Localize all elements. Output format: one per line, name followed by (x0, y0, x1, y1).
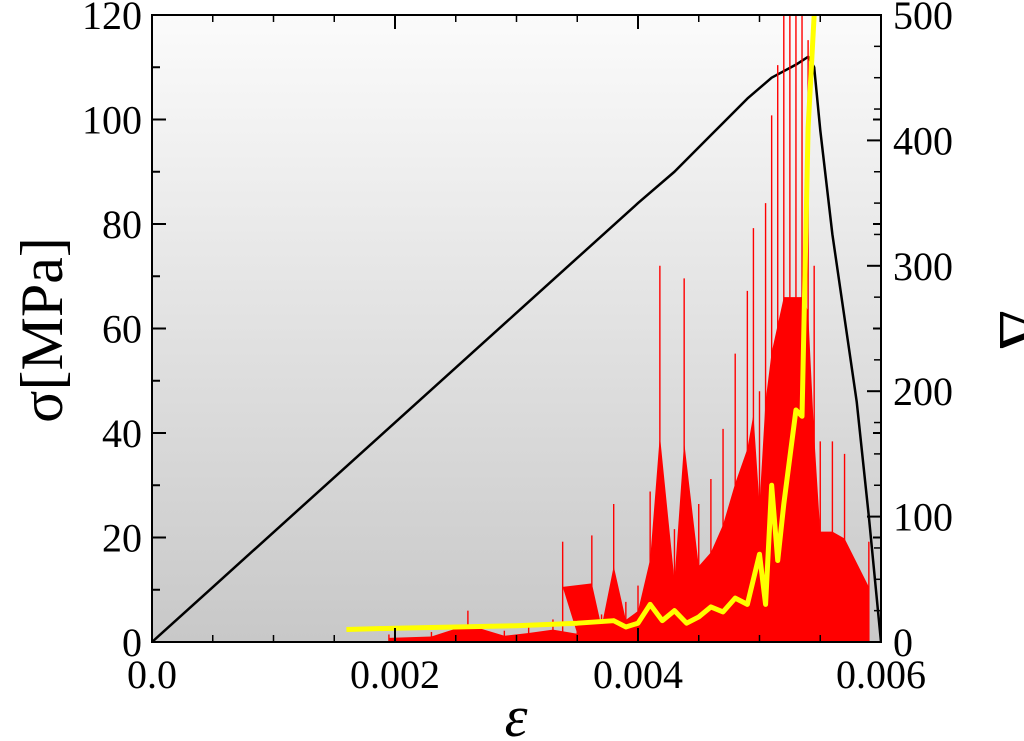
y2-axis-title: Δ (986, 309, 1024, 350)
series-1-area (388, 297, 869, 642)
y-tick-label-6: 120 (82, 0, 142, 38)
series-2-line (346, 15, 817, 632)
plot-frame (151, 14, 882, 643)
y2-tick-label-3: 300 (893, 244, 953, 289)
x-tick-label-1: 0.002 (350, 652, 440, 697)
y2-tick-label-1: 100 (893, 495, 953, 540)
x-tick-label-3: 0.006 (836, 652, 926, 697)
y-tick-label-3: 60 (102, 307, 142, 352)
y2-tick-label-0: 0 (893, 620, 913, 665)
y-tick-label-0: 0 (122, 620, 142, 665)
y2-tick-label-2: 200 (893, 369, 953, 414)
x-tick-label-0: 0.0 (127, 652, 177, 697)
y-tick-label-4: 80 (102, 202, 142, 247)
x-tick-label-2: 0.004 (593, 652, 683, 697)
series-layer (152, 15, 881, 642)
y2-tick-label-4: 400 (893, 118, 953, 163)
axes-layer: 0 20 40 60 80 100 120 0 100 200 300 400 500 0.0 0.002 0… (82, 0, 953, 697)
series-0-line (152, 55, 881, 642)
x-axis-title: ε (505, 684, 528, 741)
y-tick-label-2: 40 (102, 411, 142, 456)
y2-tick-label-5: 500 (893, 0, 953, 38)
y-axis-title: σ[MPa] (9, 237, 75, 423)
y-tick-label-5: 100 (82, 98, 142, 143)
y-tick-label-1: 20 (102, 516, 142, 561)
